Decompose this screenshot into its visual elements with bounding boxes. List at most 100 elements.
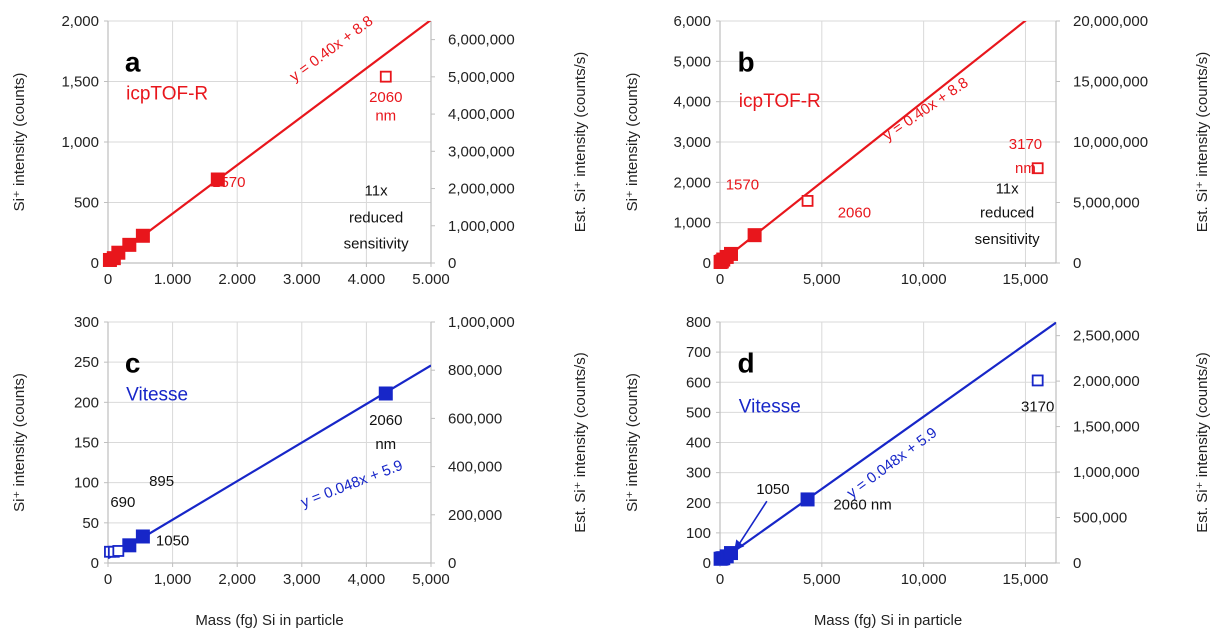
panel-c: 0 50 100 150 200 250 300 0 1,000 2,000 3,000 4,000 5… <box>11 314 589 629</box>
y2-tick-label: 5,000,000 <box>448 69 515 86</box>
x-tick-label: 0 <box>104 571 112 588</box>
y2-axis-title: Est. Si⁺ intensity (counts/s) <box>1194 352 1211 532</box>
y2-tick-label: 2,000,000 <box>448 181 515 198</box>
data-point-filled <box>122 538 137 553</box>
data-point-open <box>1031 374 1044 387</box>
y2-tick-label: 0 <box>448 555 456 572</box>
annotation-label: sensitivity <box>975 231 1041 248</box>
y2-tick-label: 1,000,000 <box>448 218 515 235</box>
y-tick-label: 100 <box>74 475 99 492</box>
y-tick-label: 200 <box>74 394 99 411</box>
annotation-label: 895 <box>149 473 174 490</box>
y-tick-label: 0 <box>91 255 99 272</box>
y-tick-label: 0 <box>703 555 711 572</box>
x-tick-label: 5,000 <box>803 571 841 588</box>
x-tick-label: 10,000 <box>901 271 947 288</box>
panel-letter: d <box>737 348 754 379</box>
x-tick-label: 5,000 <box>412 571 450 588</box>
annotation-arrow <box>737 500 768 546</box>
data-point-open <box>379 70 392 83</box>
panel-d: 0 100 200 300 400 500 600 700 800 0 5,000 10,000 15,… <box>624 314 1211 629</box>
y2-tick-label: 1,000,000 <box>448 314 515 331</box>
y2-axis-title: Est. Si⁺ intensity (counts/s) <box>1194 52 1211 232</box>
y2-tick-label: 15,000,000 <box>1073 74 1148 91</box>
y-tick-label: 300 <box>74 314 99 331</box>
annotation-label: 2060 nm <box>833 496 891 513</box>
annotation-arrowhead <box>734 539 745 551</box>
y-tick-label: 150 <box>74 435 99 452</box>
y-tick-label: 6,000 <box>673 13 711 30</box>
instrument-label: Vitesse <box>126 384 188 405</box>
annotation-label: nm <box>375 436 396 453</box>
y-tick-label: 200 <box>686 495 711 512</box>
y-tick-label: 600 <box>686 374 711 391</box>
y-axis-title: Si⁺ intensity (counts) <box>624 73 641 212</box>
data-point-filled <box>210 172 225 187</box>
data-point-open <box>801 194 814 207</box>
y2-tick-label: 3,000,000 <box>448 143 515 160</box>
y-tick-label: 1,000 <box>673 215 711 232</box>
y2-tick-label: 400,000 <box>448 459 502 476</box>
y2-tick-label: 200,000 <box>448 507 502 524</box>
y2-tick-label: 800,000 <box>448 362 502 379</box>
y2-tick-label: 6,000,000 <box>448 32 515 49</box>
x-tick-label: 15,000 <box>1003 571 1049 588</box>
annotation-label: 3170 <box>1009 136 1042 153</box>
y2-tick-label: 5,000,000 <box>1073 195 1140 212</box>
x-axis-title: Mass (fg) Si in particle <box>814 612 962 629</box>
data-point-filled <box>378 386 393 401</box>
data-point-filled <box>723 546 738 561</box>
y-tick-label: 3,000 <box>673 134 711 151</box>
panel-a: 0 500 1,000 1,500 2,000 0 1.000 2.000 3.000 4.000… <box>11 12 589 288</box>
x-tick-label: 5,000 <box>803 271 841 288</box>
y-tick-label: 100 <box>686 525 711 542</box>
y-tick-label: 500 <box>74 195 99 212</box>
fit-equation: y = 0.40x + 8.8 <box>286 12 376 85</box>
y2-tick-label: 0 <box>448 255 456 272</box>
y-tick-label: 500 <box>686 404 711 421</box>
instrument-label: icpTOF-R <box>739 91 821 112</box>
y-tick-label: 5,000 <box>673 53 711 70</box>
panel-b: 0 1,000 2,000 3,000 4,000 5,000 6,000 0 5,000 10,… <box>624 13 1211 288</box>
annotation-label: 1050 <box>156 533 189 550</box>
y-tick-label: 0 <box>703 255 711 272</box>
y2-axis-title: Est. Si⁺ intensity (counts/s) <box>572 352 589 532</box>
panel-letter: c <box>125 348 141 379</box>
data-point-filled <box>800 492 815 507</box>
x-tick-label: 15,000 <box>1003 271 1049 288</box>
y-axis-title: Si⁺ intensity (counts) <box>624 373 641 512</box>
annotation-label: sensitivity <box>344 236 410 253</box>
annotation-label: nm <box>1015 160 1036 177</box>
data-point-filled <box>723 246 738 261</box>
data-point-filled <box>747 228 762 243</box>
annotation-label: reduced <box>980 205 1034 222</box>
y-tick-label: 1,000 <box>61 134 99 151</box>
instrument-label: icpTOF-R <box>126 84 208 105</box>
x-tick-label: 3.000 <box>283 271 321 288</box>
x-tick-label: 4,000 <box>348 571 386 588</box>
x-axis-title: Mass (fg) Si in particle <box>195 612 343 629</box>
panel-letter: a <box>125 47 141 78</box>
x-tick-label: 5.000 <box>412 271 450 288</box>
x-tick-label: 0 <box>716 271 724 288</box>
y-tick-label: 1,500 <box>61 74 99 91</box>
annotation-label: 2060 <box>369 89 402 106</box>
y2-tick-label: 1,500,000 <box>1073 419 1140 436</box>
annotation-label: 2060 <box>838 205 871 222</box>
y-tick-label: 2,000 <box>673 174 711 191</box>
data-point-open <box>112 545 125 557</box>
fit-line <box>720 21 1027 263</box>
annotation-label: 1050 <box>756 481 789 498</box>
y2-tick-label: 500,000 <box>1073 510 1127 527</box>
y2-tick-label: 2,000,000 <box>1073 373 1140 390</box>
y2-tick-label: 1,000,000 <box>1073 464 1140 481</box>
y2-tick-label: 20,000,000 <box>1073 13 1148 30</box>
x-tick-label: 10,000 <box>901 571 947 588</box>
fit-equation: y = 0.40x + 8.8 <box>880 74 971 144</box>
fit-line <box>108 364 431 560</box>
instrument-label: Vitesse <box>739 396 801 417</box>
x-tick-label: 1,000 <box>154 571 192 588</box>
annotation-label: 2060 <box>369 412 402 429</box>
x-tick-label: 2,000 <box>218 571 256 588</box>
y-tick-label: 2,000 <box>61 13 99 30</box>
